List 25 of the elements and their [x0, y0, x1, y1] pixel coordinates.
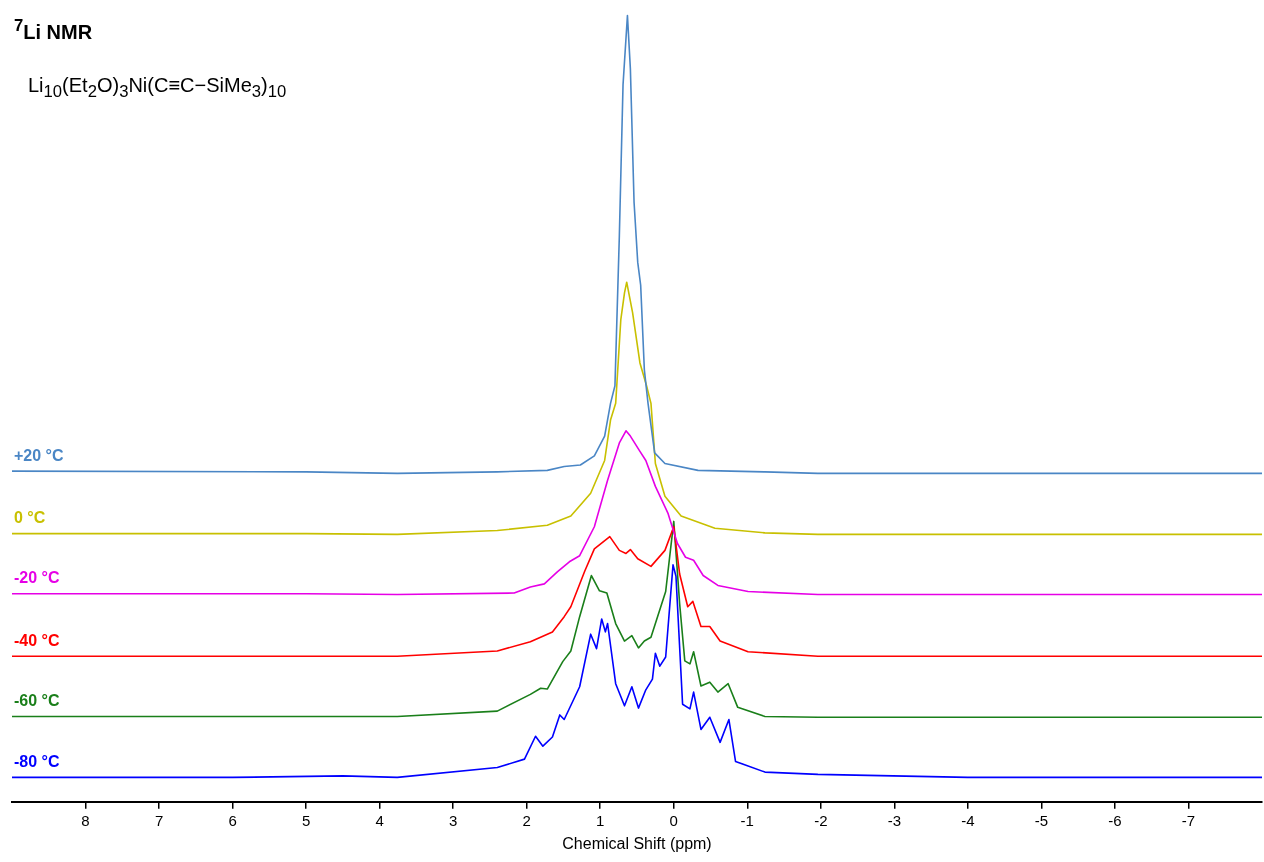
- x-tick-label: -5: [1034, 811, 1049, 829]
- x-tick-label: -3: [887, 811, 902, 829]
- x-tick-label: 5: [301, 811, 311, 829]
- text: Li$_{10}$(Et$_{2}$O)$_{3}$Ni(C≡C−SiMe$_{3}$)$_{10}$: [28, 74, 287, 101]
- x-tick-label: 7: [154, 811, 164, 829]
- series-label: -60 °C: [14, 691, 60, 709]
- x-tick-label: 0: [669, 811, 678, 829]
- x-tick-label: -1: [740, 811, 754, 829]
- x-tick-label: 3: [449, 811, 458, 829]
- x-tick-label: 6: [228, 811, 237, 829]
- x-tick-label: 1: [596, 811, 605, 829]
- x-tick-label: -2: [814, 811, 828, 829]
- x-tick-label: 4: [375, 811, 384, 829]
- x-tick-label: -6: [1108, 811, 1122, 829]
- x-tick-label: -7: [1181, 811, 1196, 829]
- x-axis-title: Chemical Shift (ppm): [562, 834, 712, 852]
- x-tick-label: -4: [961, 811, 975, 829]
- x-tick-label: 8: [81, 811, 90, 829]
- series-label: -80 °C: [14, 752, 60, 770]
- series-label: -40 °C: [14, 631, 60, 649]
- chart-title: $^{7}$Li NMR: [14, 16, 93, 44]
- series-label: -20 °C: [14, 569, 60, 587]
- series-label: +20 °C: [14, 446, 64, 464]
- x-tick-label: 2: [522, 811, 531, 829]
- series-label: 0 °C: [14, 509, 46, 527]
